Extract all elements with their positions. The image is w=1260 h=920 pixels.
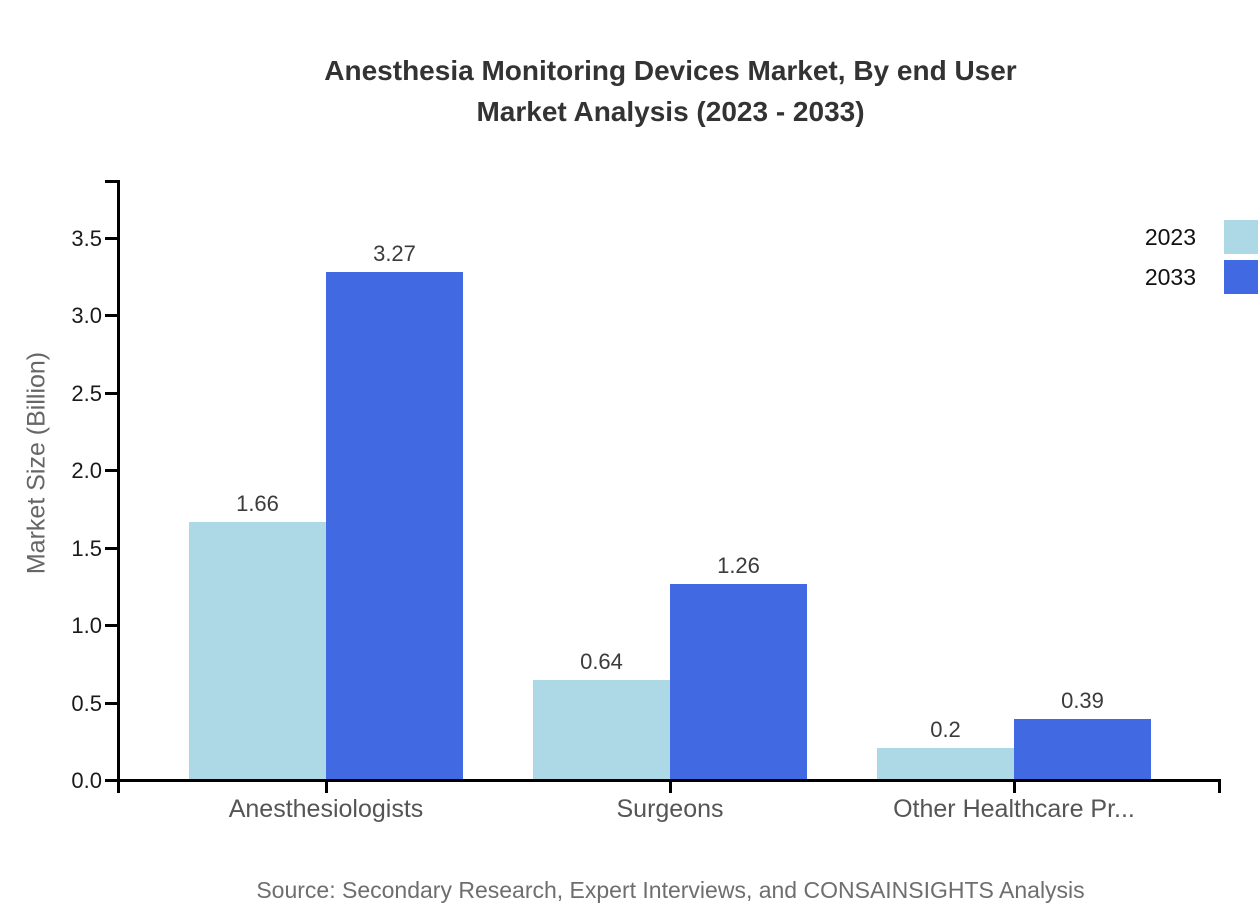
x-category-label: Anesthesiologists (228, 795, 424, 823)
legend-swatch (1224, 220, 1258, 254)
y-tick (105, 469, 117, 472)
x-category-label: Surgeons (616, 795, 724, 823)
legend-swatch (1224, 260, 1258, 294)
y-axis-top-cap (105, 180, 117, 183)
y-tick-label: 0.0 (71, 768, 102, 793)
x-axis-end-cap (1218, 779, 1221, 793)
chart-title-line1: Anesthesia Monitoring Devices Market, By… (324, 55, 1017, 86)
x-category-label: Other Healthcare Pr... (893, 795, 1135, 823)
y-tick-label: 1.0 (71, 613, 102, 638)
bar-value-label: 0.64 (580, 649, 623, 674)
y-tick (105, 624, 117, 627)
bar-value-label: 0.39 (1061, 688, 1104, 713)
bar (877, 748, 1014, 779)
bar-value-label: 0.2 (930, 717, 961, 742)
bar (670, 584, 807, 779)
x-tick (325, 779, 328, 793)
bar (1014, 719, 1151, 779)
bar (189, 522, 326, 779)
y-tick-label: 2.0 (71, 458, 102, 483)
x-tick (1013, 779, 1016, 793)
bar (533, 680, 670, 779)
chart-title-line2: Market Analysis (2023 - 2033) (476, 96, 865, 127)
y-tick (105, 391, 117, 395)
y-tick-label: 3.0 (71, 303, 102, 328)
y-tick (105, 779, 117, 782)
y-tick-label: 3.5 (71, 225, 102, 251)
y-tick-label: 0.5 (71, 690, 102, 716)
y-tick-label: 2.5 (71, 380, 102, 406)
bar-value-label: 1.26 (717, 553, 760, 578)
y-tick (105, 546, 117, 550)
y-tick (105, 701, 117, 705)
x-tick (669, 779, 672, 793)
bar-value-label: 3.27 (373, 241, 416, 266)
y-tick (105, 314, 117, 317)
legend-label: 2023 (1144, 224, 1196, 250)
y-axis-line (117, 180, 120, 793)
bar-value-label: 1.66 (236, 491, 279, 516)
y-tick (105, 236, 117, 240)
legend-label: 2033 (1144, 264, 1196, 290)
source-note: Source: Secondary Research, Expert Inter… (256, 877, 1085, 903)
bar (326, 272, 463, 779)
y-tick-label: 1.5 (71, 535, 102, 561)
chart-title: Anesthesia Monitoring Devices Market, By… (120, 50, 1221, 132)
